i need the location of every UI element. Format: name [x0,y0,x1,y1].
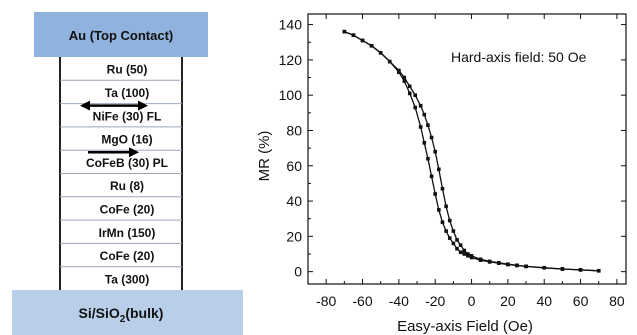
x-tick-label: 40 [536,293,552,309]
layer-label: MgO (16) [101,133,152,147]
arrow-head-left-icon [80,100,90,111]
data-point [429,135,434,140]
data-point [433,192,437,196]
data-point [458,243,463,247]
data-series [342,29,601,273]
data-point [397,68,401,73]
mtj-stack-diagram: Au (Top Contact) Ru (50) Ta (100) NiFe (30… [12,12,243,335]
data-point [426,123,430,127]
data-point [369,43,374,48]
series-line-0 [344,30,599,272]
data-point [437,167,441,172]
arrow-head-right-icon [129,147,139,158]
data-point [378,51,383,55]
x-tick-label: 0 [468,293,476,309]
x-axis: -80 -60 -40 -20 0 20 40 60 80 [316,14,625,309]
data-point [422,141,427,145]
data-point [451,241,456,246]
data-point [351,33,356,37]
data-point [469,253,474,258]
data-point [387,59,392,64]
layer-label: CoFeB (30) PL [86,156,168,170]
data-point [342,29,347,34]
y-axis-title: MR (%) [256,131,273,182]
data-point [524,264,528,269]
x-tick-label: -60 [352,293,372,309]
layer-label: Ru (50) [107,63,148,77]
layer-label: CoFe (20) [100,249,155,263]
data-point [402,79,407,83]
data-point [506,262,510,267]
y-tick-label: 80 [286,122,302,138]
x-axis-title: Easy-axis Field (Oe) [397,318,533,335]
data-point [422,112,427,117]
x-tick-label: -40 [389,293,409,309]
plot-border [307,13,627,285]
x-tick-label: -80 [316,293,336,309]
y-tick-label: 120 [279,52,303,68]
y-tick-label: 140 [279,17,303,33]
data-point [447,218,452,223]
y-axis: 0 20 40 60 80 100 120 140 [279,17,626,280]
y-tick-label: 60 [286,158,302,174]
layer-label: Ta (100) [105,86,149,100]
y-tick-label: 0 [294,264,302,280]
data-point [426,156,430,161]
data-point [455,246,459,251]
data-point [458,250,463,255]
data-point [418,125,423,129]
layer-list: Ru (50) Ta (100) NiFe (30) FL MgO (16) CoFeB… [59,57,183,290]
data-point [407,91,412,96]
data-point [560,267,565,271]
x-tick-label: 60 [573,293,589,309]
data-point [413,105,418,110]
data-point [402,75,407,80]
x-tick-label: 20 [500,293,516,309]
data-point [413,93,418,97]
data-point [578,268,583,272]
data-point [437,208,441,212]
substrate-label: Si/SiO2(bulk) [79,305,164,325]
substrate-box [12,290,243,335]
layer-label: IrMn (150) [99,226,156,240]
series-line-1 [344,30,599,272]
top-contact-label: Au (Top Contact) [69,28,173,43]
layer-label: Ru (8) [110,179,144,193]
data-point [451,229,456,233]
data-point [515,263,519,268]
plot-area [307,13,627,285]
x-tick-label: -20 [425,293,445,309]
arrow-head-right-icon [138,100,148,111]
data-point [407,84,412,89]
data-point [596,268,601,273]
layer-label: CoFe (20) [100,202,155,216]
top-contact-box [34,12,208,57]
layer-label: NiFe (30) FL [93,109,162,123]
data-point [497,261,501,265]
y-tick-label: 20 [286,228,302,244]
data-point [444,229,448,233]
mr-curve-chart: 0 20 40 60 80 100 120 140 -80 -60 -40 -20 0 20 40 60 80… [256,13,627,335]
y-tick-label: 40 [286,193,302,209]
data-point [444,204,448,209]
data-point [478,257,483,262]
data-point [440,186,445,191]
hard-axis-annotation: Hard-axis field: 50 Oe [451,49,587,65]
data-point [433,149,437,154]
data-point [429,174,434,179]
layer-label: Ta (300) [105,272,149,286]
data-point [455,238,459,242]
data-point [418,103,423,108]
data-point [440,220,445,225]
data-point [466,252,470,256]
data-point [462,252,467,256]
data-point [462,248,467,253]
x-tick-label: 80 [609,293,625,309]
y-tick-label: 100 [279,87,303,103]
data-point [487,259,492,264]
data-point [447,236,452,240]
data-point [360,38,365,43]
data-point [542,265,547,270]
